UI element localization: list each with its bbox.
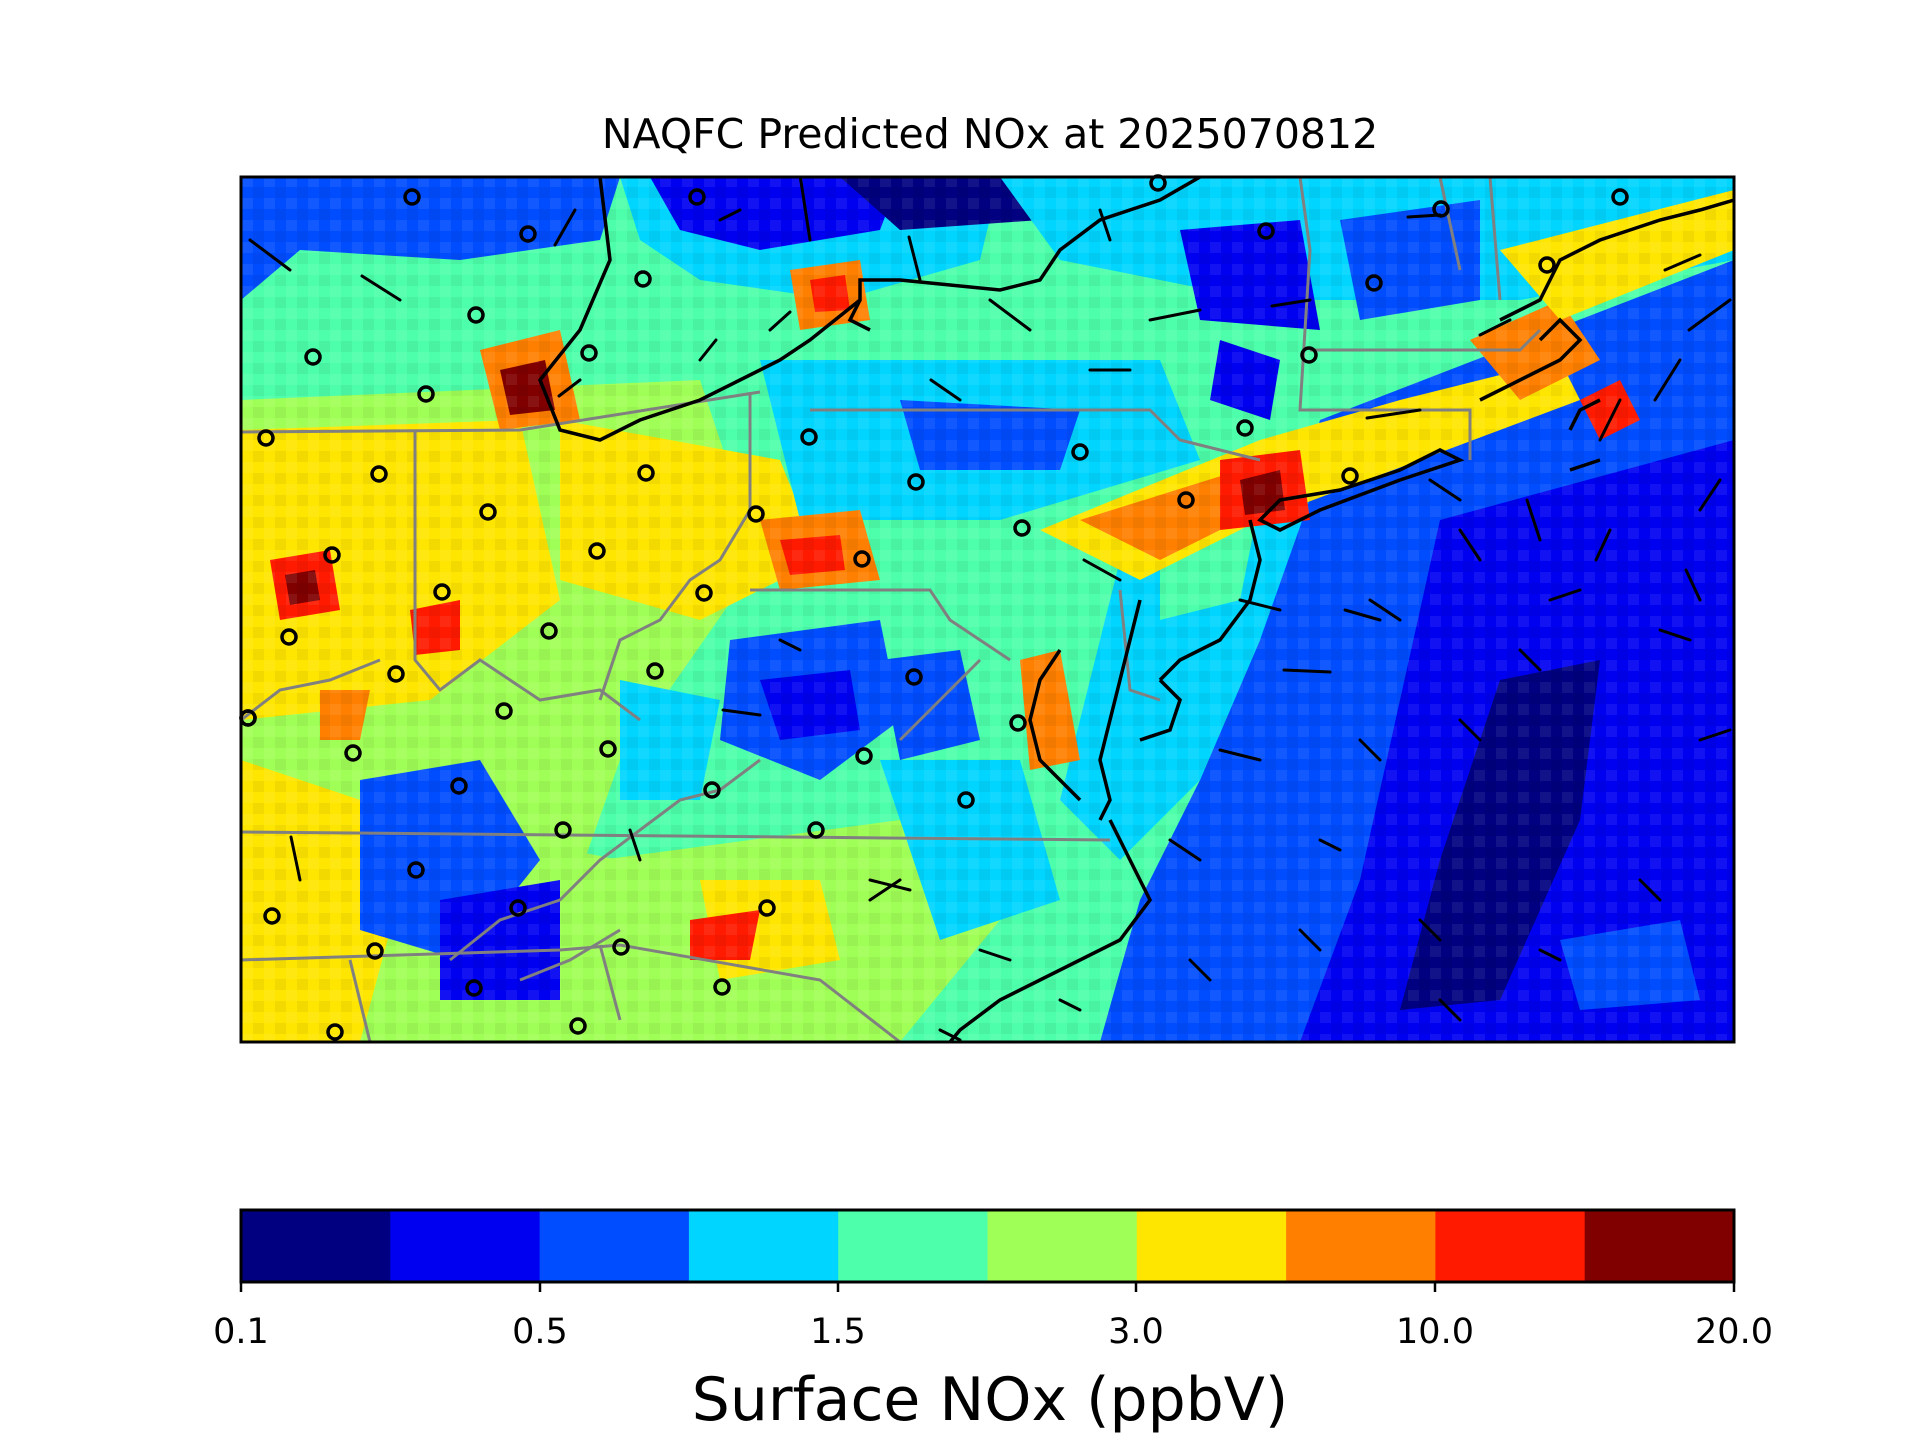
colorbar-ticks bbox=[239, 1282, 1736, 1292]
wind-barbs bbox=[248, 177, 1732, 1042]
colorbar-segment bbox=[1584, 1210, 1735, 1282]
colorbar-segment bbox=[1136, 1210, 1287, 1282]
colorbar-segment bbox=[838, 1210, 989, 1282]
colorbar-tick-label: 1.5 bbox=[810, 1312, 866, 1352]
colorbar-label: Surface NOx (ppbV) bbox=[692, 1365, 1288, 1435]
colorbar-tick-label: 20.0 bbox=[1695, 1312, 1773, 1352]
colorbar-segment bbox=[539, 1210, 690, 1282]
nox-concentration-field bbox=[241, 177, 1734, 1042]
chart-title: NAQFC Predicted NOx at 2025070812 bbox=[602, 110, 1378, 158]
colorbar-segment bbox=[1435, 1210, 1586, 1282]
colorbar-tick-label: 10.0 bbox=[1396, 1312, 1474, 1352]
colorbar-segment bbox=[390, 1210, 541, 1282]
coastlines bbox=[537, 177, 1734, 1042]
colorbar-tick-label: 0.5 bbox=[512, 1312, 568, 1352]
colorbar-tick-label: 0.1 bbox=[213, 1312, 269, 1352]
colorbar-segment bbox=[987, 1210, 1138, 1282]
colorbar-segment bbox=[1286, 1210, 1436, 1282]
colorbar-segment bbox=[688, 1210, 839, 1282]
colorbar-segment bbox=[241, 1210, 391, 1282]
colorbar-frame bbox=[239, 1208, 1736, 1284]
colorbar bbox=[241, 1210, 1735, 1282]
map-frame bbox=[239, 175, 1736, 1044]
colorbar-tick-label: 3.0 bbox=[1108, 1312, 1164, 1352]
